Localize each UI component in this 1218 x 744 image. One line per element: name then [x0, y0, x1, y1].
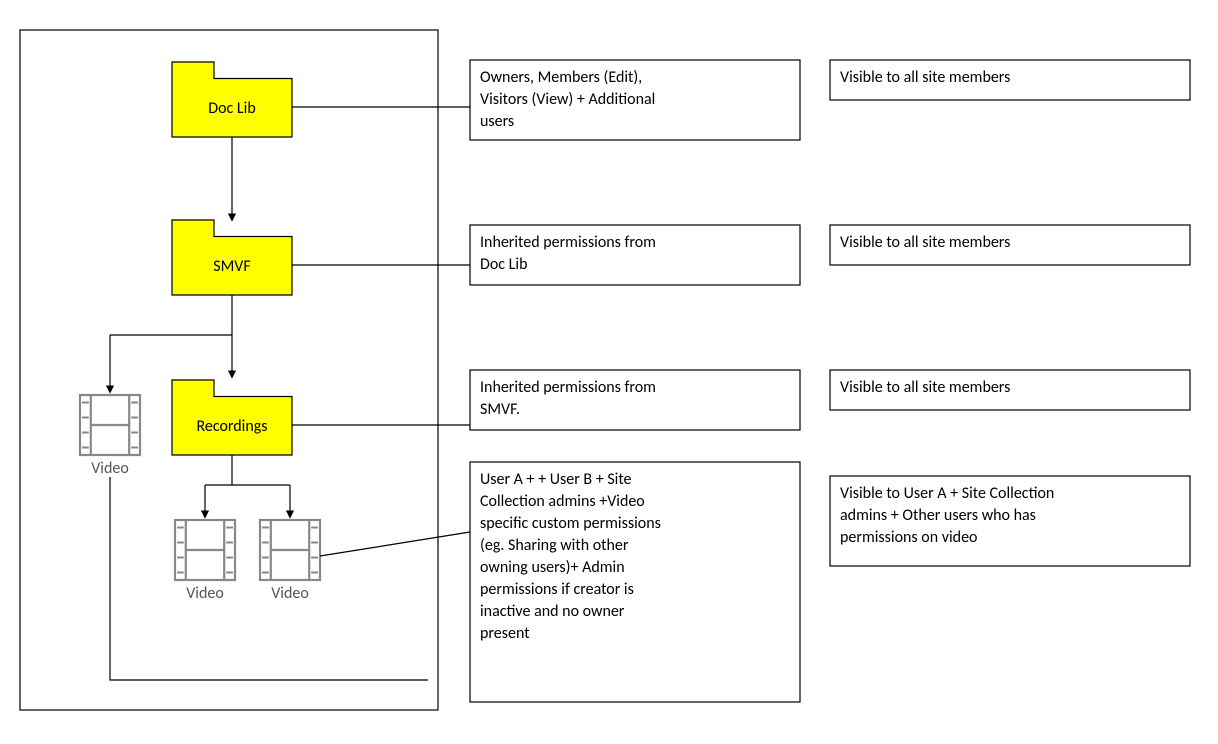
perm-box-video-text-line-3: (eg. Sharing with other — [480, 536, 629, 555]
perm-box-recordings-text-line-1: SMVF. — [480, 400, 520, 419]
vis-box-video-text-line-1: admins + Other users who has — [840, 506, 1036, 525]
vis-box-recordings-text-line-0: Visible to all site members — [840, 378, 1010, 397]
perm-box-smvf-text-line-0: Inherited permissions from — [480, 233, 656, 252]
perm-box-recordings-text-line-0: Inherited permissions from — [480, 378, 656, 397]
video-icon-child2-label: Video — [271, 584, 309, 603]
conn-video-perm — [320, 532, 470, 556]
folder-smvf-label: SMVF — [213, 257, 250, 276]
perm-box-video-text-line-7: present — [480, 624, 530, 643]
perm-box-doclib-text-line-2: users — [480, 112, 514, 131]
folder-doclib-label: Doc Lib — [208, 99, 255, 118]
video-icon-child1-label: Video — [186, 584, 224, 603]
perm-box-video-text-line-1: Collection admins +Video — [480, 492, 645, 511]
perm-box-video-text-line-0: User A + + User B + Site — [480, 470, 632, 489]
perm-box-smvf-text-line-1: Doc Lib — [480, 255, 527, 274]
perm-box-video-text-line-5: permissions if creator is — [480, 580, 634, 599]
perm-box-video-text-line-2: specific custom permissions — [480, 514, 661, 533]
conn-video-outer — [110, 477, 428, 680]
vis-box-smvf-text-line-0: Visible to all site members — [840, 233, 1010, 252]
video-icon-left-label: Video — [91, 459, 129, 478]
vis-box-video-text-line-2: permissions on video — [840, 528, 977, 547]
perm-box-video-text-line-4: owning users)+ Admin — [480, 558, 625, 577]
vis-box-doclib-text-line-0: Visible to all site members — [840, 68, 1010, 87]
perm-box-doclib-text-line-0: Owners, Members (Edit), — [480, 68, 642, 87]
video-icon-child1 — [175, 520, 235, 580]
video-icon-left — [80, 395, 140, 455]
perm-box-doclib-text-line-1: Visitors (View) + Additional — [480, 90, 655, 109]
perm-box-video-text-line-6: inactive and no owner — [480, 602, 625, 621]
folder-recordings-label: Recordings — [196, 417, 267, 436]
video-icon-child2 — [260, 520, 320, 580]
vis-box-video-text-line-0: Visible to User A + Site Collection — [840, 484, 1054, 503]
